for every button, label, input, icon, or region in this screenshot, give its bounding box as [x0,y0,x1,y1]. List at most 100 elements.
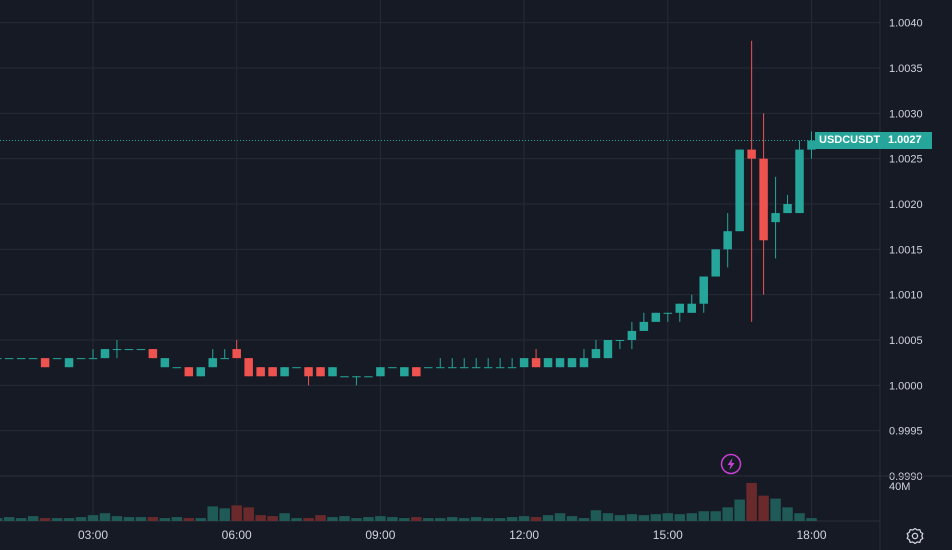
candle-body [436,367,445,369]
volume-bar [614,515,626,521]
symbol-badge: USDCUSDT [815,132,885,150]
candle-body [543,358,553,368]
candle-body [244,358,253,377]
candle-body [388,367,397,369]
volume-bar [51,518,63,521]
candle-body [292,367,301,369]
candle-body [531,358,541,368]
candle-body [687,303,696,313]
volume-bar [0,518,3,521]
candle-body [495,367,505,369]
volume-bar [435,518,446,521]
volume-bar [722,507,733,521]
candle-body [28,358,38,360]
y-tick-label: 0.9995 [889,426,923,438]
gear-icon[interactable] [905,526,925,546]
volume-bar [662,513,674,521]
volume-bar [698,511,709,521]
candle-body [148,349,158,359]
candle-body [675,303,685,313]
volume-bar [111,516,123,521]
volume-bar [351,518,362,521]
volume-bar [806,518,817,521]
candle-body [220,358,229,360]
volume-bar [506,517,518,521]
candle-body [364,376,373,378]
x-tick-label: 15:00 [653,528,683,542]
volume-bar [423,518,434,521]
candle-body [579,358,589,368]
candle-series [0,40,816,386]
y-tick-label: 1.0040 [889,18,923,30]
x-tick-label: 18:00 [796,528,826,542]
candle-body [400,367,409,377]
candle-body [64,358,74,368]
x-tick-label: 12:00 [509,528,539,542]
candle-body [519,358,529,368]
candle-body [448,367,457,369]
candle-body [807,140,816,150]
candle-body [4,358,14,360]
candle-body [507,367,517,369]
candle-body [232,349,241,359]
candle-body [52,358,62,360]
volume-bar [758,495,769,521]
volume-bar [3,517,15,521]
candle-body [316,367,325,377]
lightning-icon[interactable] [720,453,742,475]
volume-bar [770,498,781,521]
y-tick-label: 0.9990 [889,471,923,483]
candle-body [735,149,744,232]
candle-body [591,349,601,359]
volume-bar [447,517,458,521]
volume-bar [207,506,218,521]
candle-body [160,358,170,368]
candle-body [424,367,433,369]
y-tick-label: 1.0000 [889,380,923,392]
x-tick-label: 03:00 [78,528,108,542]
volume-bar [219,508,230,521]
x-tick-label: 09:00 [365,528,395,542]
candle-body [771,213,780,223]
volume-bar [602,513,614,521]
volume-bar [123,517,135,521]
volume-bar [518,516,530,521]
volume-bar [734,499,745,521]
volume-bar [399,518,410,521]
candle-body [412,367,421,377]
grid-lines [0,0,881,550]
volume-bar [303,518,314,521]
candle-body [136,349,146,351]
y-tick-label: 1.0020 [889,199,923,211]
volume-bar [63,518,75,521]
volume-bar [99,513,111,521]
volume-bar [458,518,470,521]
candle-body [663,312,673,314]
volume-bar [183,518,195,521]
volume-bar [267,516,278,521]
volume-bar [231,505,242,521]
volume-bar [243,507,254,521]
time-axis[interactable]: 03:00 06:00 09:00 12:00 15:00 18:00 [78,528,827,542]
candle-body [124,349,134,351]
volume-bar [746,482,757,521]
volume-bar [75,517,87,521]
candle-body [40,358,50,368]
candle-body [268,367,277,377]
volume-bar [494,518,506,521]
price-axis[interactable]: 1.0040 1.0035 1.0030 1.0025 1.0020 1.0015 1.00… [889,18,923,483]
volume-bar [279,513,290,521]
candle-body [172,367,182,369]
volume-bar [387,517,398,521]
candle-body [783,204,792,214]
volume-bar [554,513,566,521]
y-tick-label: 1.0005 [889,335,923,347]
volume-bar [255,515,266,521]
volume-bar [195,518,207,521]
volume-bar [363,517,374,521]
x-tick-label: 06:00 [222,528,252,542]
candle-body [184,367,194,377]
candle-body [567,358,577,368]
volume-bar [482,518,494,521]
